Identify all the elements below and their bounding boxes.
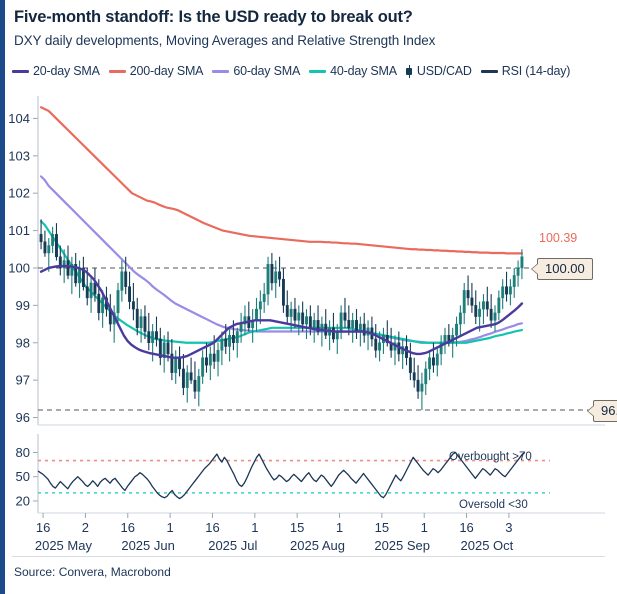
legend-item-label: 40-day SMA — [330, 64, 397, 78]
rsi-y-axis-tick-label: 50 — [16, 469, 30, 484]
legend-item-40-day-sma[interactable]: 40-day SMA — [309, 64, 397, 78]
page-subtitle: DXY daily developments, Moving Averages … — [14, 33, 436, 48]
x-axis-month-label: 2025 Aug — [290, 538, 345, 553]
chart-legend: 20-day SMA 200-day SMA 60-day SMA 40-day SM… — [12, 64, 579, 78]
y-axis-tick-label: 99 — [16, 298, 30, 313]
legend-item-label: USD/CAD — [416, 64, 472, 78]
footer-divider — [12, 556, 605, 557]
oversold-annotation: Oversold <30 — [459, 499, 528, 512]
overbought-annotation: Overbought >70 — [449, 450, 532, 463]
x-axis-day-tick: 15 — [290, 520, 304, 535]
rsi-line — [37, 451, 526, 500]
legend-item-20-day-sma[interactable]: 20-day SMA — [12, 64, 100, 78]
legend-item-60-day-sma[interactable]: 60-day SMA — [212, 64, 300, 78]
x-axis-month-label: 2025 Jul — [208, 538, 257, 553]
chart-svg: 96 97 98 99 100 101 102 103 104 20 50 80 16 2 16 1 16 1 15… — [8, 96, 605, 553]
legend-item-label: 20-day SMA — [33, 64, 100, 78]
x-axis-day-tick: 3 — [505, 520, 512, 535]
legend-item-usd-cad[interactable]: USD/CAD — [406, 64, 472, 78]
x-axis-day-tick: 16 — [205, 520, 219, 535]
sma200-end-label: 100.39 — [539, 231, 578, 246]
x-axis-day-tick: 16 — [121, 520, 135, 535]
legend-item-200-day-sma[interactable]: 200-day SMA — [108, 64, 204, 78]
x-axis-day-tick: 1 — [336, 520, 343, 535]
ma-line — [39, 106, 524, 255]
page-title: Five-month standoff: Is the USD ready to… — [14, 8, 413, 26]
legend-item-label: 60-day SMA — [233, 64, 301, 78]
chart-plot-area: 96 97 98 99 100 101 102 103 104 20 50 80 16 2 16 1 16 1 15… — [0, 88, 617, 558]
x-axis-day-tick: 1 — [421, 520, 428, 535]
legend-item-rsi-14-day[interactable]: RSI (14-day) — [480, 64, 571, 78]
x-axis-month-label: 2025 Oct — [461, 538, 514, 553]
y-axis-tick-label: 101 — [8, 223, 30, 238]
x-axis-month-label: 2025 Sep — [374, 538, 430, 553]
low-callout: 96.20 — [587, 400, 617, 423]
x-axis-month-label: 2025 May — [35, 538, 93, 553]
rsi-y-axis-tick-label: 20 — [16, 493, 30, 508]
y-axis-tick-label: 104 — [8, 111, 30, 126]
x-axis-day-tick: 16 — [459, 520, 473, 535]
x-axis-day-tick: 2 — [82, 520, 89, 535]
y-axis-tick-label: 96 — [16, 410, 30, 425]
ma-line — [39, 264, 524, 359]
y-axis-tick-label: 103 — [8, 148, 30, 163]
rsi-y-axis-tick-label: 80 — [16, 445, 30, 460]
line-swatch-icon — [212, 69, 230, 73]
legend-item-label: RSI (14-day) — [501, 64, 571, 78]
x-axis-day-tick: 15 — [375, 520, 389, 535]
line-swatch-icon — [480, 69, 498, 73]
line-swatch-icon — [108, 69, 126, 73]
candlestick-icon — [406, 64, 413, 78]
y-axis-tick-label: 98 — [16, 335, 30, 350]
x-axis-day-tick: 1 — [167, 520, 174, 535]
legend-item-label: 200-day SMA — [129, 64, 204, 78]
x-axis-day-tick: 1 — [251, 520, 258, 535]
brand-accent-bar — [0, 0, 5, 594]
x-axis-month-label: 2025 Jun — [121, 538, 175, 553]
y-axis-tick-label: 97 — [16, 373, 30, 388]
source-note: Source: Convera, Macrobond — [14, 565, 171, 579]
x-axis-day-tick: 16 — [36, 520, 50, 535]
line-swatch-icon — [309, 69, 327, 73]
y-axis-tick-label: 100 — [8, 260, 30, 275]
line-swatch-icon — [12, 69, 29, 73]
price-callout: 100.00 — [531, 257, 593, 280]
y-axis-tick-label: 102 — [8, 186, 30, 201]
